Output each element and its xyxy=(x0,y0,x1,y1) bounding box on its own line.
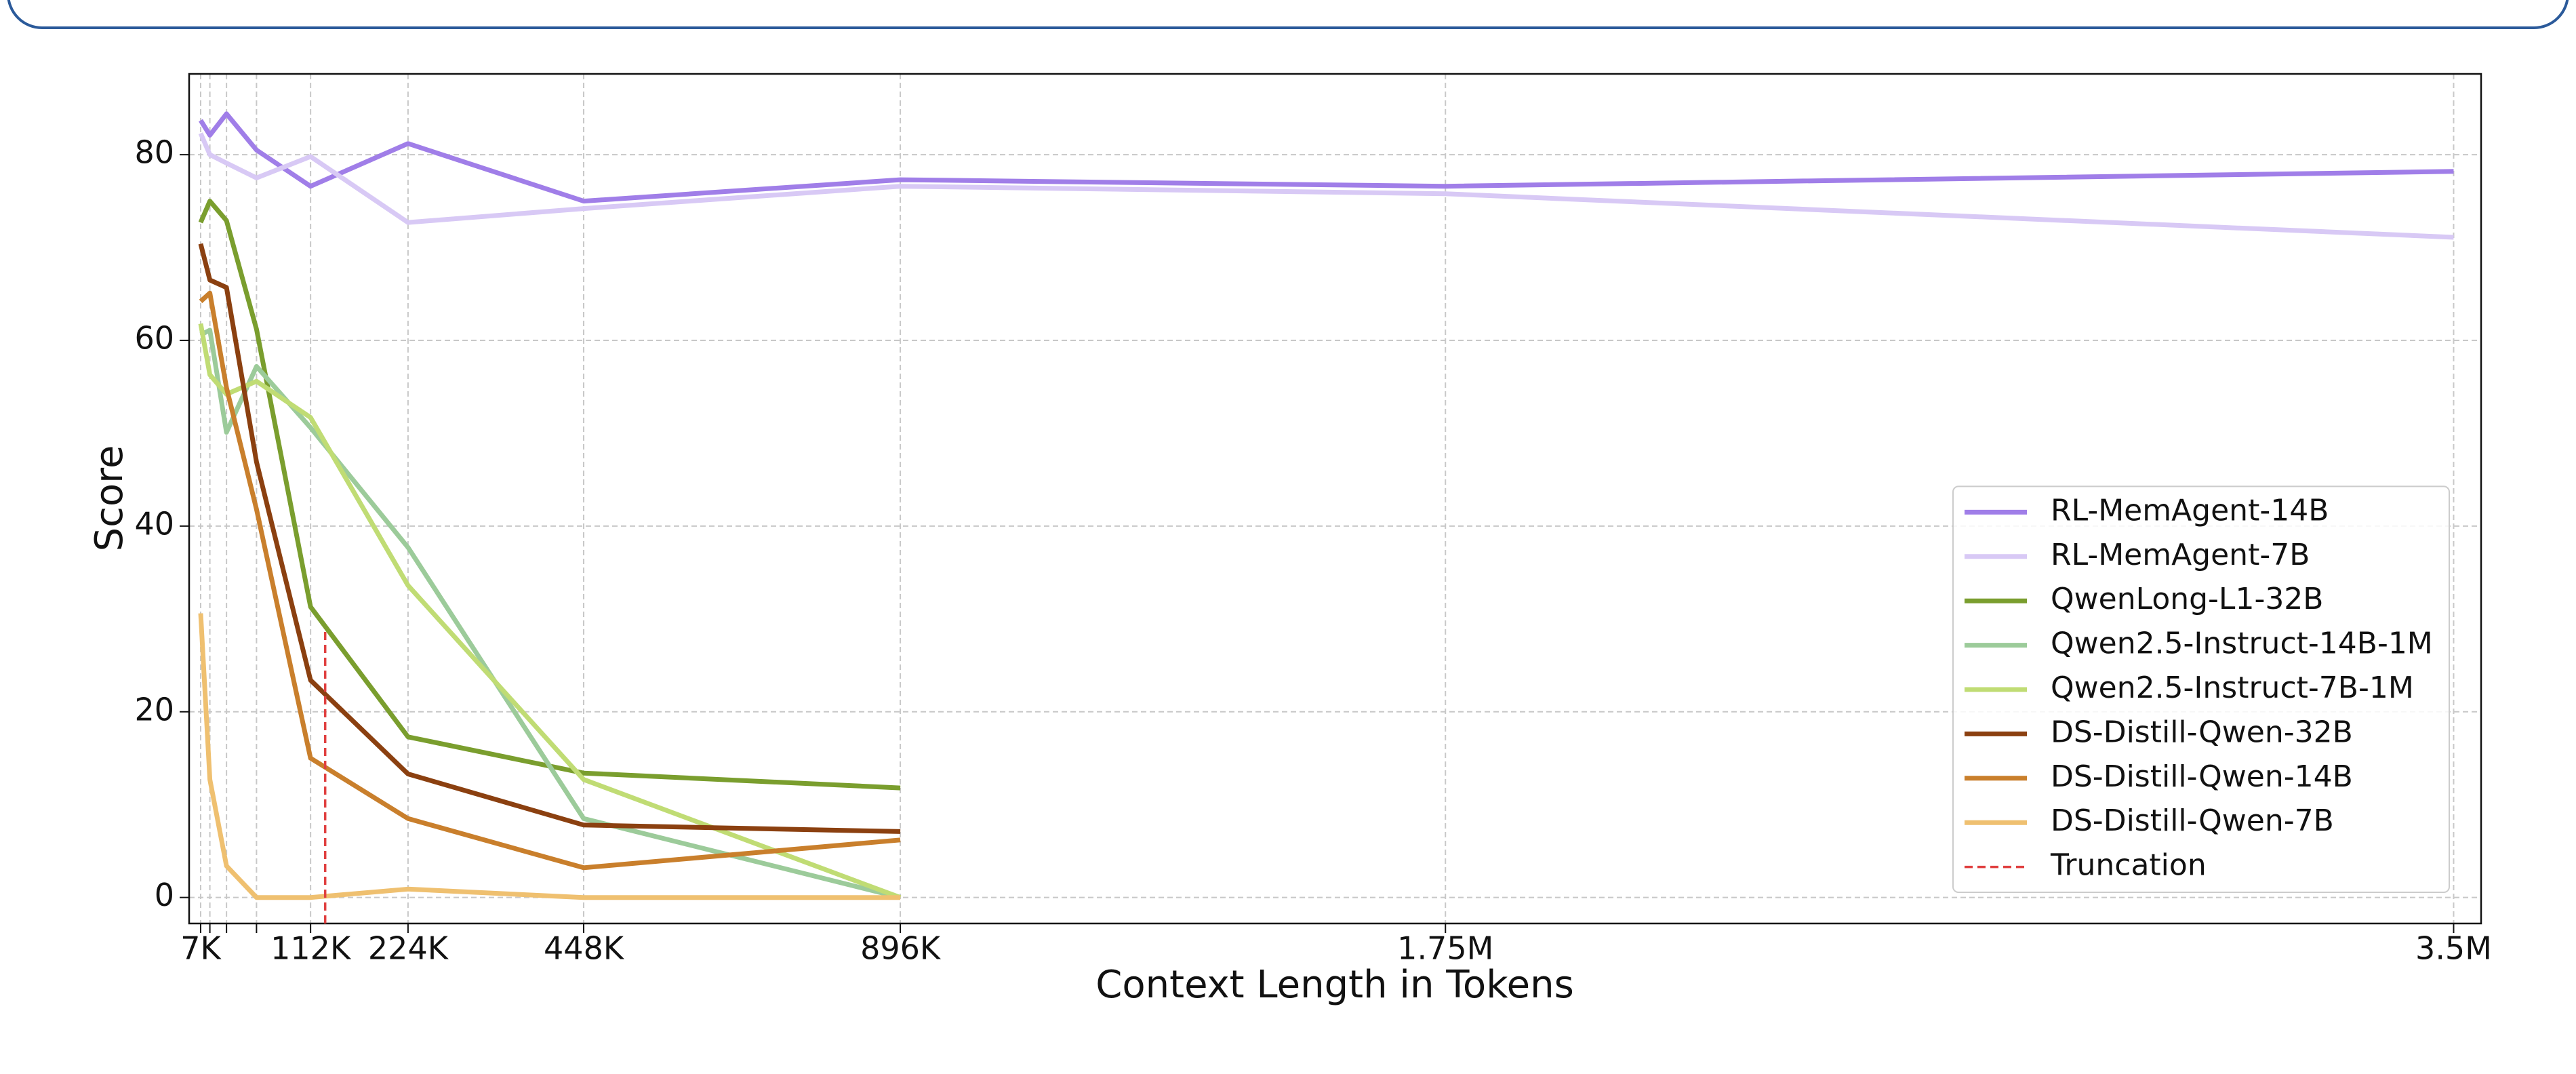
legend-label: Truncation xyxy=(2050,848,2207,883)
plot-frame xyxy=(188,73,2482,925)
y-tick-label: 20 xyxy=(134,691,174,728)
x-tick-label: 224K xyxy=(368,930,449,967)
y-tick-label: 40 xyxy=(134,505,174,542)
legend-frame xyxy=(1952,485,2450,893)
legend: RL-MemAgent-14B RL-MemAgent-7B QwenLong-L1… xyxy=(1952,485,2450,893)
y-tick-label: 80 xyxy=(134,134,174,171)
y-axis-label: Score xyxy=(87,445,132,552)
x-tick-label: 112K xyxy=(270,930,352,967)
y-tick-label: 0 xyxy=(155,877,174,913)
series-line xyxy=(199,111,2454,204)
y-tick-label: 60 xyxy=(134,320,174,357)
legend-label: DS-Distill-Qwen-7B xyxy=(2051,803,2334,838)
series-line xyxy=(198,132,2454,240)
x-tick-label: 896K xyxy=(860,930,942,967)
header-frame xyxy=(7,0,2569,29)
legend-label: Qwen2.5-Instruct-7B-1M xyxy=(2051,671,2414,705)
x-axis-label: Context Length in Tokens xyxy=(1095,963,1574,1007)
legend-label: QwenLong-L1-32B xyxy=(2051,582,2324,616)
series-line xyxy=(199,290,901,871)
series-line xyxy=(198,199,901,791)
x-tick-label: 7K xyxy=(180,930,222,967)
legend-label: DS-Distill-Qwen-14B xyxy=(2051,759,2353,794)
series-line xyxy=(198,613,901,900)
legend-label: Qwen2.5-Instruct-14B-1M xyxy=(2051,626,2433,661)
legend-label: RL-MemAgent-7B xyxy=(2051,538,2310,572)
x-tick-label: 448K xyxy=(544,930,625,967)
x-tick-label: 3.5M xyxy=(2415,930,2492,967)
series-line xyxy=(198,243,901,834)
legend-label: RL-MemAgent-14B xyxy=(2051,493,2329,528)
x-tick-label: 1.75M xyxy=(1397,930,1493,967)
legend-label: DS-Distill-Qwen-32B xyxy=(2051,715,2353,749)
series-line xyxy=(198,323,902,900)
